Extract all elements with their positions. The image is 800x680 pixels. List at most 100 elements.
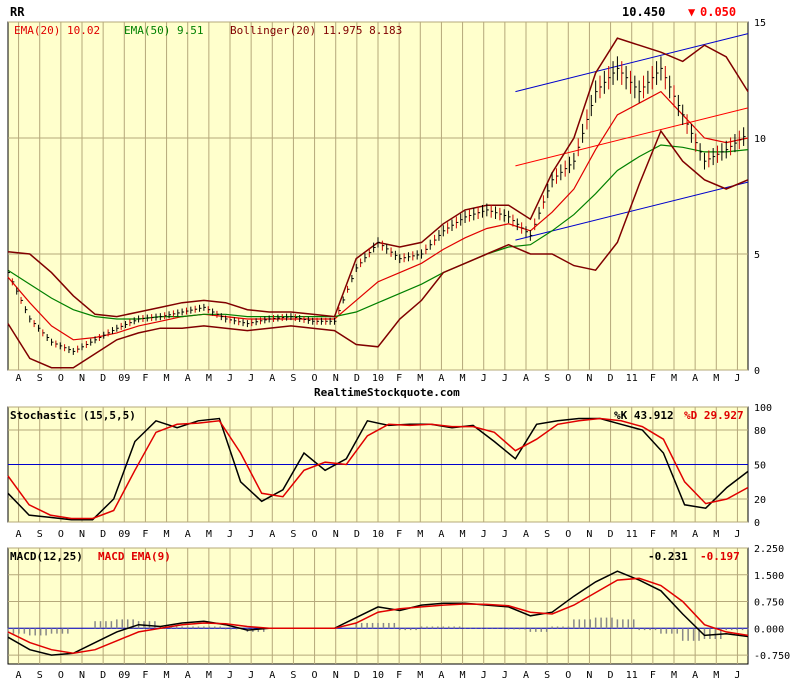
x-tick-label: F <box>396 373 402 384</box>
x-tick-label: 09 <box>118 373 130 384</box>
price-grid <box>8 21 748 371</box>
series-line-ema-50- <box>7 144 749 320</box>
x-tick-label: S <box>544 670 550 680</box>
x-tick-label: J <box>248 373 254 384</box>
x-tick-label: J <box>481 373 487 384</box>
x-tick-label: O <box>58 529 64 540</box>
x-tick-label: S <box>37 670 43 680</box>
x-tick-label: M <box>671 529 677 540</box>
x-tick-label: M <box>206 529 212 540</box>
x-tick-label: A <box>16 529 22 540</box>
stochastic-title: Stochastic (15,5,5) <box>10 409 136 422</box>
x-tick-label: O <box>58 670 64 680</box>
x-tick-label: N <box>79 373 85 384</box>
x-tick-label: 09 <box>118 670 130 680</box>
x-tick-label: M <box>713 529 719 540</box>
x-tick-label: J <box>734 670 740 680</box>
x-tick-label: D <box>100 373 106 384</box>
x-tick-label: M <box>671 670 677 680</box>
x-tick-label: S <box>290 373 296 384</box>
series-line-macd <box>7 570 749 656</box>
x-tick-label: A <box>523 670 529 680</box>
y-tick-label: 0 <box>754 366 760 377</box>
x-tick-label: M <box>164 373 170 384</box>
x-tick-label: M <box>206 373 212 384</box>
series-line-macd-ema-9- <box>7 577 749 655</box>
price-change: 0.050 <box>700 5 736 19</box>
x-tick-label: S <box>37 529 43 540</box>
x-tick-label: A <box>269 670 275 680</box>
y-tick-label: -0.750 <box>754 651 790 662</box>
x-tick-label: 11 <box>626 373 638 384</box>
series-line--k <box>7 417 749 521</box>
x-tick-label: S <box>544 373 550 384</box>
x-tick-label: A <box>16 670 22 680</box>
x-tick-label: F <box>142 373 148 384</box>
y-tick-label: 5 <box>754 250 760 261</box>
x-tick-label: J <box>248 529 254 540</box>
x-tick-label: A <box>269 373 275 384</box>
stochastic-d-legend: %D 29.927 <box>684 409 744 422</box>
x-tick-label: A <box>185 670 191 680</box>
x-tick-label: N <box>586 373 592 384</box>
macd-y-axis: 2.250 1.500 0.750 0.000 -0.750 <box>754 544 790 662</box>
x-tick-label: A <box>16 373 22 384</box>
x-tick-label: M <box>671 373 677 384</box>
x-tick-label: M <box>460 529 466 540</box>
y-tick-label: 0 <box>754 518 760 529</box>
macd-series <box>7 570 749 656</box>
x-tick-label: N <box>333 529 339 540</box>
trend-line <box>515 107 749 167</box>
x-tick-label: 11 <box>626 529 638 540</box>
x-tick-label: D <box>608 373 614 384</box>
x-tick-label: A <box>692 529 698 540</box>
x-tick-label: F <box>142 529 148 540</box>
stochastic-grid <box>8 406 748 523</box>
stochastic-series <box>7 417 749 521</box>
bollinger-legend: Bollinger(20) 11.975 8.183 <box>230 24 402 37</box>
stochastic-y-axis: 100 80 50 20 0 <box>754 403 772 529</box>
trend-line <box>515 181 749 241</box>
x-tick-label: M <box>713 373 719 384</box>
y-tick-label: 20 <box>754 495 766 506</box>
x-tick-label: J <box>481 670 487 680</box>
x-tick-label: D <box>100 529 106 540</box>
x-tick-label: N <box>586 529 592 540</box>
x-tick-label: M <box>164 529 170 540</box>
x-tick-label: A <box>523 529 529 540</box>
y-tick-label: 10 <box>754 134 766 145</box>
x-tick-label: J <box>227 373 233 384</box>
price-y-axis: 15 10 5 0 <box>754 18 766 377</box>
x-tick-label: M <box>164 670 170 680</box>
ema50-legend: EMA(50) 9.51 <box>124 24 203 37</box>
x-tick-label: F <box>650 373 656 384</box>
x-tick-label: O <box>565 373 571 384</box>
x-tick-label: M <box>417 670 423 680</box>
x-tick-label: J <box>734 373 740 384</box>
x-tick-label: S <box>290 670 296 680</box>
price-series <box>7 37 749 369</box>
change-arrow-icon: ▼ <box>688 5 696 19</box>
x-tick-label: M <box>460 670 466 680</box>
x-tick-label: F <box>142 670 148 680</box>
x-tick-label: M <box>417 373 423 384</box>
x-tick-label: F <box>396 670 402 680</box>
stochastic-x-axis: A S O N D 09 F M A M J J A S O N D 10 F M A M J J A S O N D 11 F M A M J <box>16 529 741 540</box>
macd-title: MACD(12,25) <box>10 550 83 563</box>
macd-signal-value: -0.197 <box>700 550 740 563</box>
x-tick-label: J <box>502 670 508 680</box>
x-tick-label: A <box>269 529 275 540</box>
macd-ema-legend: MACD EMA(9) <box>98 550 171 563</box>
x-tick-label: A <box>523 373 529 384</box>
x-tick-label: 10 <box>372 670 384 680</box>
symbol-label: RR <box>10 5 25 19</box>
y-tick-label: 0.750 <box>754 598 784 609</box>
x-tick-label: F <box>650 670 656 680</box>
x-tick-label: J <box>227 529 233 540</box>
x-tick-label: M <box>417 529 423 540</box>
stochastic-k-legend: %K 43.912 <box>614 409 674 422</box>
x-tick-label: M <box>713 670 719 680</box>
series-line--d <box>7 417 749 520</box>
x-tick-label: S <box>37 373 43 384</box>
